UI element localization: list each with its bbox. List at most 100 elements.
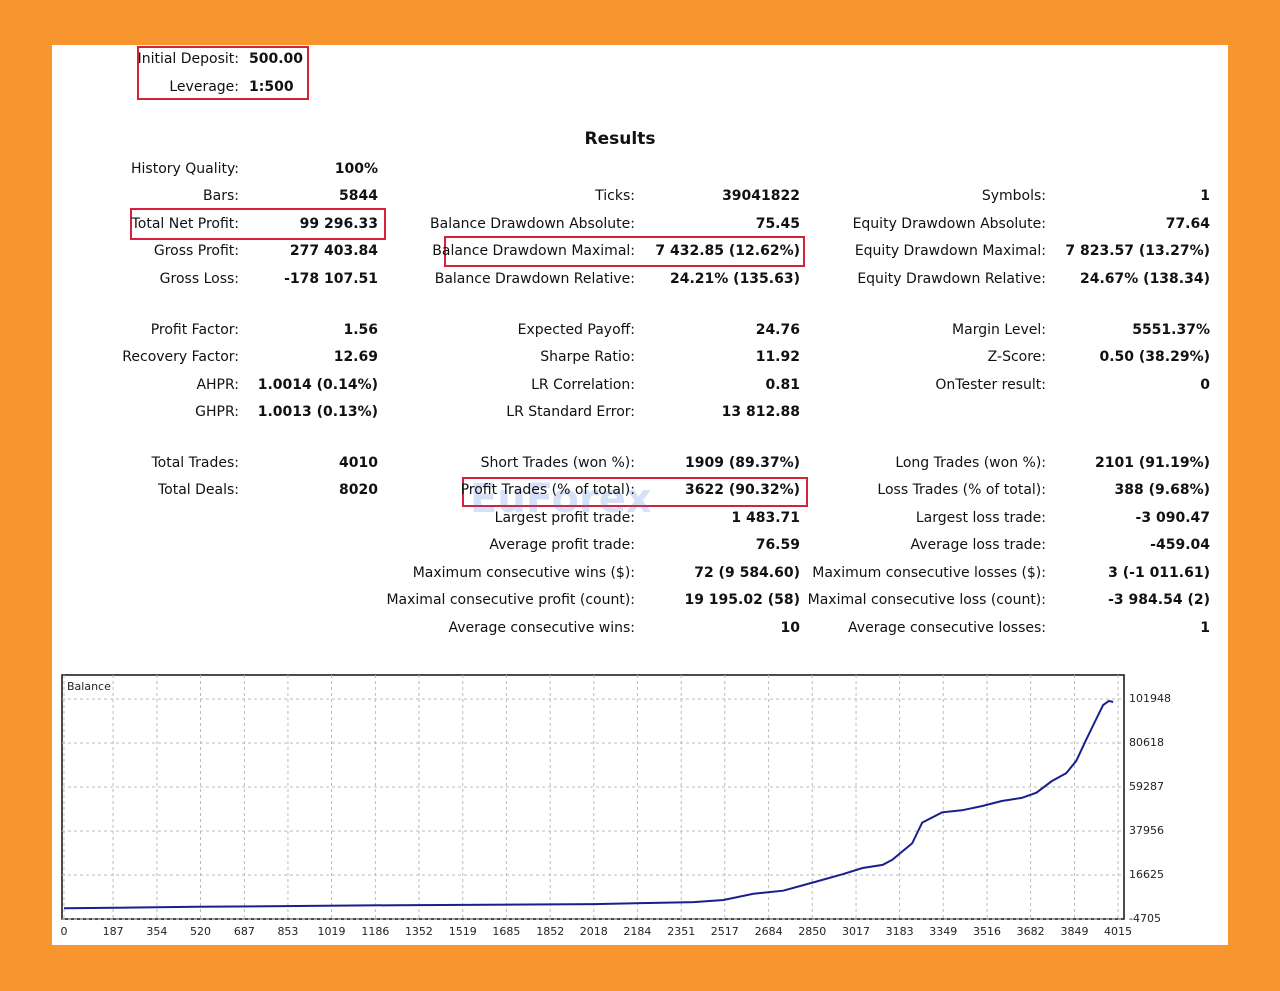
stat-value: 2101 (91.19%): [1095, 455, 1210, 471]
y-tick-label: 59287: [1129, 780, 1164, 793]
stat-value: 11.92: [755, 349, 800, 365]
y-tick-label: 16625: [1129, 868, 1164, 881]
stat-label: Ticks:: [595, 188, 635, 204]
results-title: Results: [584, 129, 656, 149]
deposit-value: 500.00: [249, 51, 304, 67]
stat-label: Total Trades:: [151, 455, 240, 471]
stat-value: 5551.37%: [1132, 322, 1210, 338]
x-tick-label: 354: [146, 925, 167, 938]
x-tick-label: 1019: [318, 925, 346, 938]
stat-value: 1909 (89.37%): [685, 455, 800, 471]
stat-label: Expected Payoff:: [517, 322, 635, 338]
stat-value: 4010: [339, 455, 378, 471]
stat-value: 24.76: [755, 322, 800, 338]
stat-label: Profit Factor:: [150, 322, 239, 338]
balance-line: [63, 699, 1114, 910]
stat-label: Average consecutive losses:: [848, 620, 1046, 636]
highlight-box: [462, 477, 808, 507]
stat-label: Short Trades (won %):: [480, 455, 635, 471]
highlight-box: [137, 46, 309, 100]
stat-label: Sharpe Ratio:: [540, 349, 635, 365]
x-tick-label: 3849: [1060, 925, 1088, 938]
y-tick-label: 80618: [1129, 736, 1164, 749]
stat-label: Average consecutive wins:: [448, 620, 635, 636]
x-tick-label: 2850: [798, 925, 826, 938]
stat-value: 99 296.33: [299, 216, 378, 232]
stat-label: Equity Drawdown Maximal:: [854, 243, 1046, 259]
y-tick-label: 101948: [1129, 692, 1171, 705]
x-tick-label: 520: [190, 925, 211, 938]
stat-value: 72 (9 584.60): [694, 565, 800, 581]
stat-label: Profit Trades (% of total):: [460, 482, 635, 498]
stat-label: Bars:: [203, 188, 239, 204]
highlight-box: [444, 236, 805, 267]
stat-value: 0: [1200, 377, 1210, 393]
stat-value: 7 432.85 (12.62%): [655, 243, 800, 259]
stat-value: 8020: [339, 482, 378, 498]
stat-label: Equity Drawdown Absolute:: [852, 216, 1046, 232]
y-tick-label: -4705: [1129, 912, 1161, 925]
stat-value: 19 195.02 (58): [684, 592, 800, 608]
stat-value: 7 823.57 (13.27%): [1065, 243, 1210, 259]
stat-value: 1.0014 (0.14%): [257, 377, 378, 393]
stat-label: Equity Drawdown Relative:: [857, 271, 1046, 287]
stat-label: Loss Trades (% of total):: [877, 482, 1046, 498]
x-tick-label: 2351: [667, 925, 695, 938]
deposit-label: Initial Deposit:: [137, 51, 239, 67]
stat-value: -3 984.54 (2): [1108, 592, 1210, 608]
stat-label: Balance Drawdown Absolute:: [430, 216, 635, 232]
stat-value: 388 (9.68%): [1114, 482, 1210, 498]
stat-label: OnTester result:: [935, 377, 1046, 393]
stat-value: 5844: [339, 188, 378, 204]
x-tick-label: 1852: [536, 925, 564, 938]
x-tick-label: 2184: [623, 925, 651, 938]
x-tick-label: 1685: [492, 925, 520, 938]
x-tick-label: 3017: [842, 925, 870, 938]
highlight-box: [130, 208, 386, 240]
stat-label: Maximal consecutive loss (count):: [807, 592, 1046, 608]
stat-value: 3 (-1 011.61): [1108, 565, 1210, 581]
stat-label: Average profit trade:: [489, 537, 635, 553]
stat-label: GHPR:: [195, 404, 239, 420]
stat-label: Margin Level:: [952, 322, 1046, 338]
stat-label: Average loss trade:: [910, 537, 1046, 553]
x-tick-label: 2684: [755, 925, 783, 938]
stat-value: 10: [780, 620, 800, 636]
stat-value: 75.45: [755, 216, 800, 232]
stat-value: -459.04: [1150, 537, 1210, 553]
stat-label: Largest loss trade:: [915, 510, 1046, 526]
x-tick-label: 3516: [973, 925, 1001, 938]
x-tick-label: 3183: [886, 925, 914, 938]
y-tick-label: 37956: [1129, 824, 1164, 837]
stat-value: 277 403.84: [289, 243, 378, 259]
x-tick-label: 2018: [580, 925, 608, 938]
stat-value: -178 107.51: [284, 271, 378, 287]
stat-value: -3 090.47: [1135, 510, 1210, 526]
x-tick-label: 687: [234, 925, 255, 938]
x-tick-label: 187: [103, 925, 124, 938]
stat-label: AHPR:: [196, 377, 239, 393]
stat-label: Total Deals:: [157, 482, 239, 498]
stat-label: Total Net Profit:: [131, 216, 239, 232]
stat-value: 1 483.71: [731, 510, 800, 526]
chart-title: Balance: [67, 680, 111, 693]
stat-value: 0.81: [765, 377, 800, 393]
stat-label: Balance Drawdown Relative:: [434, 271, 635, 287]
watermark: EuForex: [470, 476, 652, 522]
deposit-value: 1:500: [249, 79, 294, 95]
stat-label: LR Standard Error:: [506, 404, 635, 420]
stat-label: Recovery Factor:: [122, 349, 239, 365]
stat-label: LR Correlation:: [531, 377, 635, 393]
stat-value: 100%: [334, 161, 378, 177]
stat-label: Maximum consecutive wins ($):: [412, 565, 635, 581]
stat-value: 1: [1200, 188, 1210, 204]
stat-value: 1.0013 (0.13%): [257, 404, 378, 420]
x-tick-label: 4015: [1104, 925, 1132, 938]
stat-value: 24.21% (135.63): [669, 271, 800, 287]
stat-value: 12.69: [333, 349, 378, 365]
stat-label: Gross Profit:: [153, 243, 239, 259]
plot-frame: [61, 674, 1125, 920]
stat-label: Largest profit trade:: [494, 510, 635, 526]
deposit-label: Leverage:: [169, 79, 239, 95]
